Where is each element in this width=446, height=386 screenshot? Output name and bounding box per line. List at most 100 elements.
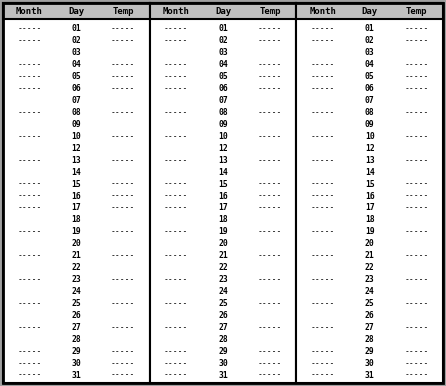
Text: 05: 05 xyxy=(218,72,228,81)
Text: 09: 09 xyxy=(365,120,375,129)
Text: -----: ----- xyxy=(111,108,136,117)
Text: -----: ----- xyxy=(310,227,335,236)
Text: -----: ----- xyxy=(164,60,188,69)
Text: -----: ----- xyxy=(111,156,136,165)
Text: -----: ----- xyxy=(164,227,188,236)
Text: -----: ----- xyxy=(111,359,136,367)
Bar xyxy=(3,3,150,19)
Text: 18: 18 xyxy=(365,215,375,224)
Text: -----: ----- xyxy=(164,347,188,356)
Text: -----: ----- xyxy=(405,179,429,189)
Text: -----: ----- xyxy=(258,191,282,201)
Text: 02: 02 xyxy=(71,36,81,46)
Text: 26: 26 xyxy=(71,311,81,320)
Text: -----: ----- xyxy=(164,191,188,201)
Text: -----: ----- xyxy=(17,191,41,201)
Text: -----: ----- xyxy=(258,251,282,260)
Text: 13: 13 xyxy=(71,156,81,165)
Text: 12: 12 xyxy=(218,144,228,153)
Text: 16: 16 xyxy=(218,191,228,201)
Bar xyxy=(296,3,443,19)
Text: 21: 21 xyxy=(71,251,81,260)
Text: 22: 22 xyxy=(71,263,81,272)
Text: -----: ----- xyxy=(111,60,136,69)
Text: 06: 06 xyxy=(218,84,228,93)
Text: 17: 17 xyxy=(71,203,81,212)
Text: -----: ----- xyxy=(310,179,335,189)
Text: 03: 03 xyxy=(365,48,375,58)
Text: -----: ----- xyxy=(310,203,335,212)
Text: 25: 25 xyxy=(71,299,81,308)
Text: 07: 07 xyxy=(218,96,228,105)
Text: 01: 01 xyxy=(365,24,375,34)
Text: -----: ----- xyxy=(310,323,335,332)
Text: -----: ----- xyxy=(164,132,188,141)
Text: 09: 09 xyxy=(218,120,228,129)
Text: 13: 13 xyxy=(365,156,375,165)
Text: Month: Month xyxy=(163,7,190,15)
Text: Temp: Temp xyxy=(259,7,281,15)
Text: 07: 07 xyxy=(365,96,375,105)
Text: -----: ----- xyxy=(258,203,282,212)
Text: 12: 12 xyxy=(365,144,375,153)
Text: 16: 16 xyxy=(365,191,375,201)
Text: 23: 23 xyxy=(71,275,81,284)
Text: Month: Month xyxy=(16,7,43,15)
Text: 07: 07 xyxy=(71,96,81,105)
Text: -----: ----- xyxy=(310,24,335,34)
Text: -----: ----- xyxy=(17,359,41,367)
Text: 16: 16 xyxy=(71,191,81,201)
Text: -----: ----- xyxy=(17,179,41,189)
Text: -----: ----- xyxy=(17,156,41,165)
Text: 31: 31 xyxy=(71,371,81,379)
Text: -----: ----- xyxy=(310,347,335,356)
Text: -----: ----- xyxy=(310,84,335,93)
Text: -----: ----- xyxy=(310,60,335,69)
Text: -----: ----- xyxy=(405,132,429,141)
Text: 19: 19 xyxy=(218,227,228,236)
Text: -----: ----- xyxy=(310,371,335,379)
Text: 10: 10 xyxy=(365,132,375,141)
Text: 28: 28 xyxy=(71,335,81,344)
Text: 30: 30 xyxy=(365,359,375,367)
Text: -----: ----- xyxy=(17,60,41,69)
Text: -----: ----- xyxy=(164,108,188,117)
Text: 20: 20 xyxy=(218,239,228,248)
Text: -----: ----- xyxy=(405,323,429,332)
Text: -----: ----- xyxy=(405,275,429,284)
Text: -----: ----- xyxy=(111,84,136,93)
Text: -----: ----- xyxy=(17,347,41,356)
Text: 15: 15 xyxy=(71,179,81,189)
Text: 25: 25 xyxy=(218,299,228,308)
Text: -----: ----- xyxy=(258,132,282,141)
Text: -----: ----- xyxy=(310,132,335,141)
Text: -----: ----- xyxy=(405,203,429,212)
Text: -----: ----- xyxy=(405,227,429,236)
Text: -----: ----- xyxy=(17,132,41,141)
Text: 26: 26 xyxy=(218,311,228,320)
Text: 06: 06 xyxy=(365,84,375,93)
Text: -----: ----- xyxy=(405,251,429,260)
Text: -----: ----- xyxy=(164,299,188,308)
Text: -----: ----- xyxy=(405,299,429,308)
Text: 30: 30 xyxy=(71,359,81,367)
Text: 08: 08 xyxy=(71,108,81,117)
Text: -----: ----- xyxy=(405,36,429,46)
Text: 24: 24 xyxy=(365,287,375,296)
Text: 21: 21 xyxy=(365,251,375,260)
Text: -----: ----- xyxy=(111,323,136,332)
Text: -----: ----- xyxy=(164,36,188,46)
Text: -----: ----- xyxy=(405,24,429,34)
Text: 14: 14 xyxy=(365,168,375,177)
Text: 10: 10 xyxy=(218,132,228,141)
Text: 04: 04 xyxy=(218,60,228,69)
Text: 03: 03 xyxy=(71,48,81,58)
Text: -----: ----- xyxy=(17,227,41,236)
Text: -----: ----- xyxy=(111,132,136,141)
Text: -----: ----- xyxy=(258,36,282,46)
Text: -----: ----- xyxy=(17,108,41,117)
Text: 04: 04 xyxy=(71,60,81,69)
Text: -----: ----- xyxy=(111,227,136,236)
Text: 02: 02 xyxy=(365,36,375,46)
Text: 27: 27 xyxy=(71,323,81,332)
